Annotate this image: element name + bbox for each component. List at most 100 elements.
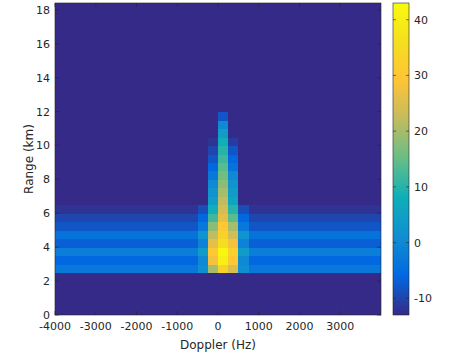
heatmap-cell <box>350 196 361 205</box>
heatmap-cell <box>116 247 127 256</box>
heatmap-cell <box>269 298 280 307</box>
heatmap-cell <box>177 230 188 239</box>
heatmap-cell <box>75 154 86 163</box>
heatmap-cell <box>167 18 178 27</box>
heatmap-cell <box>279 112 290 121</box>
heatmap-cell <box>279 61 290 70</box>
heatmap-cell <box>198 290 209 299</box>
heatmap-cell <box>300 205 311 214</box>
heatmap-cell <box>167 61 178 70</box>
heatmap-cell <box>218 86 229 95</box>
heatmap-cell <box>177 188 188 197</box>
heatmap-cell <box>208 213 219 222</box>
heatmap-cell <box>137 120 148 129</box>
heatmap-cell <box>55 137 66 146</box>
colorbar-tick <box>393 186 396 187</box>
heatmap-cell <box>75 264 86 273</box>
heatmap-cell <box>340 35 351 44</box>
heatmap-cell <box>187 86 198 95</box>
heatmap-cell <box>167 222 178 231</box>
heatmap-cell <box>198 137 209 146</box>
y-axis-label: Range (km) <box>22 124 36 194</box>
heatmap-cell <box>167 3 178 10</box>
heatmap-cell <box>157 27 168 36</box>
heatmap-cell <box>289 205 300 214</box>
x-tick-label: -1000 <box>161 320 193 333</box>
heatmap-cell <box>86 27 97 36</box>
heatmap-cell <box>249 179 260 188</box>
heatmap-cell <box>249 162 260 171</box>
heatmap-cell <box>330 247 341 256</box>
heatmap-cell <box>106 256 117 265</box>
heatmap-cell <box>330 222 341 231</box>
heatmap-cell <box>259 69 270 78</box>
heatmap-cell <box>116 256 127 265</box>
heatmap-cell <box>259 281 270 290</box>
heatmap-cell <box>137 205 148 214</box>
heatmap-cell <box>126 179 137 188</box>
heatmap-cell <box>238 281 249 290</box>
heatmap-cell <box>147 44 158 53</box>
heatmap-cell <box>279 27 290 36</box>
y-tick-right <box>377 9 381 10</box>
heatmap-cell <box>300 78 311 87</box>
colorbar-tick <box>393 242 396 243</box>
heatmap-cell <box>330 120 341 129</box>
heatmap-cell <box>350 112 361 121</box>
heatmap-cell <box>330 112 341 121</box>
x-tick-top <box>177 3 178 7</box>
heatmap-cell <box>350 290 361 299</box>
heatmap-cell <box>177 103 188 112</box>
heatmap-cell <box>269 52 280 61</box>
heatmap-cell <box>167 78 178 87</box>
heatmap-cell <box>75 112 86 121</box>
heatmap-cell <box>330 196 341 205</box>
heatmap-cell <box>289 61 300 70</box>
heatmap-cell <box>228 162 239 171</box>
heatmap-cell <box>167 145 178 154</box>
heatmap-cell <box>330 44 341 53</box>
heatmap-cell <box>279 222 290 231</box>
heatmap-cell <box>228 103 239 112</box>
heatmap-cell <box>330 154 341 163</box>
heatmap-cell <box>300 162 311 171</box>
heatmap-cell <box>208 86 219 95</box>
heatmap-cell <box>228 188 239 197</box>
heatmap-cell <box>106 213 117 222</box>
heatmap-cell <box>157 264 168 273</box>
heatmap-cell <box>167 264 178 273</box>
heatmap-cell <box>187 95 198 104</box>
heatmap-cell <box>137 196 148 205</box>
heatmap-cell <box>96 162 107 171</box>
heatmap-cell <box>361 128 372 137</box>
heatmap-cell <box>218 298 229 307</box>
heatmap-cell <box>330 230 341 239</box>
heatmap-cell <box>187 188 198 197</box>
heatmap-cell <box>157 307 168 315</box>
heatmap-cell <box>340 120 351 129</box>
x-tick <box>177 311 178 315</box>
heatmap-cell <box>86 86 97 95</box>
heatmap-cell <box>320 18 331 27</box>
heatmap-cell <box>340 290 351 299</box>
colorbar-tick <box>393 131 396 132</box>
heatmap-cell <box>218 10 229 19</box>
heatmap-cell <box>371 281 381 290</box>
heatmap-cell <box>106 273 117 282</box>
heatmap-cell <box>55 145 66 154</box>
heatmap-cell <box>269 205 280 214</box>
heatmap-cell <box>137 179 148 188</box>
heatmap-cell <box>371 18 381 27</box>
heatmap-cell <box>157 179 168 188</box>
heatmap-cell <box>340 213 351 222</box>
heatmap-cell <box>177 44 188 53</box>
heatmap-cell <box>310 86 321 95</box>
heatmap-cell <box>371 112 381 121</box>
heatmap-cell <box>167 307 178 315</box>
heatmap-cell <box>361 44 372 53</box>
heatmap-cell <box>187 205 198 214</box>
heatmap-cell <box>320 145 331 154</box>
heatmap-cell <box>147 273 158 282</box>
heatmap-cell <box>137 61 148 70</box>
heatmap-cell <box>126 222 137 231</box>
